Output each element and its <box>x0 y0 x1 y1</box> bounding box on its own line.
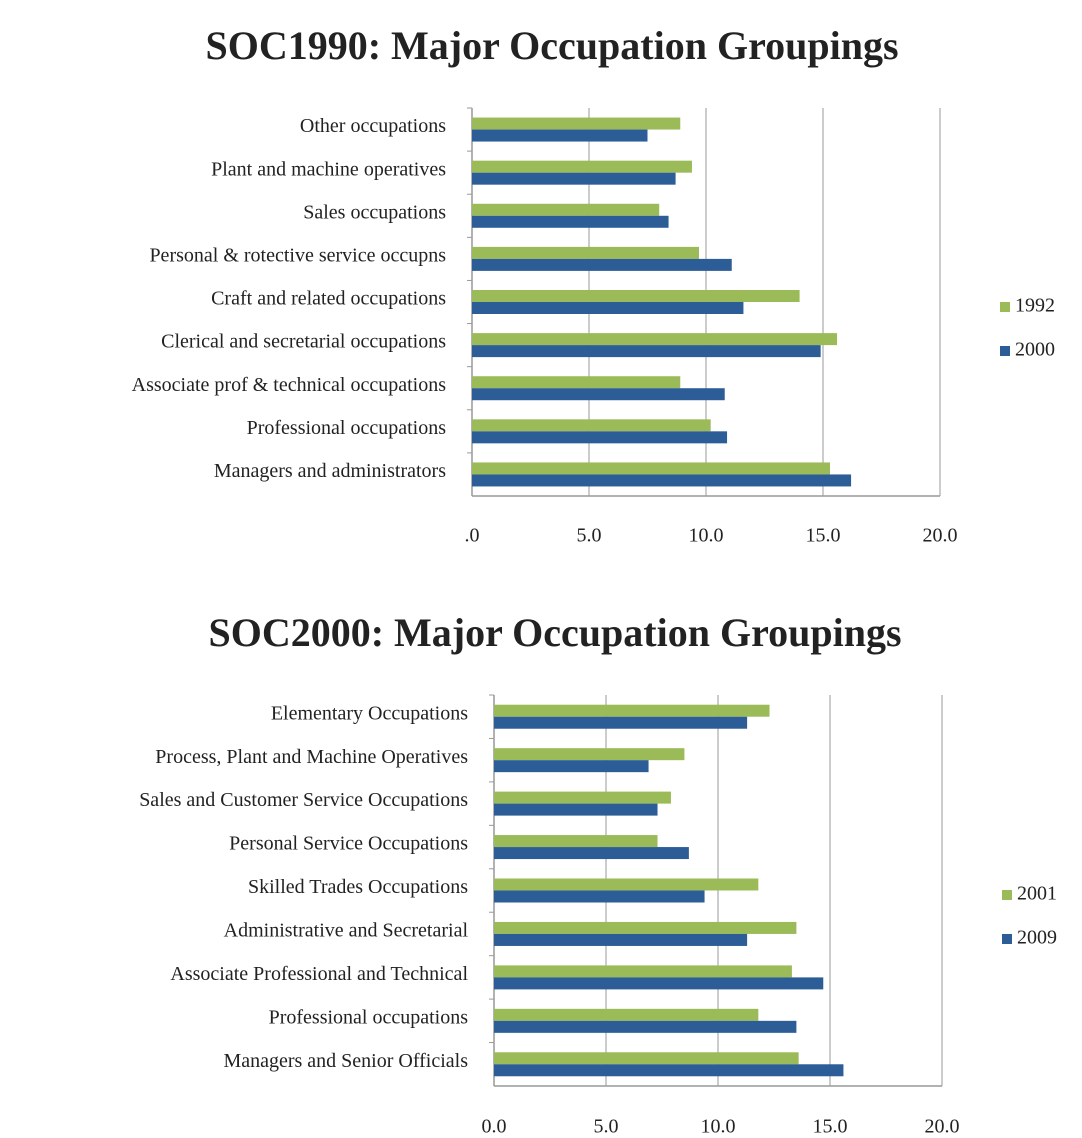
bar <box>472 160 692 173</box>
bar <box>472 117 681 130</box>
x-tick-label: 5.0 <box>594 1116 619 1138</box>
y-tick-label: Associate prof & technical occupations <box>132 374 447 396</box>
legend-label: 2009 <box>1017 927 1057 949</box>
bar <box>494 890 705 903</box>
chart-title: SOC2000: Major Occupation Groupings <box>208 610 901 655</box>
y-tick-label: Other occupations <box>300 115 446 137</box>
bar <box>472 215 669 228</box>
bar <box>494 1064 844 1077</box>
bar <box>494 977 824 990</box>
bar <box>494 803 658 816</box>
bar <box>494 1008 759 1021</box>
y-tick-label: Managers and Senior Officials <box>223 1050 468 1072</box>
bar <box>472 474 852 487</box>
y-tick-label: Skilled Trades Occupations <box>248 876 468 898</box>
y-tick-label: Professional occupations <box>269 1006 469 1028</box>
bar <box>494 704 770 717</box>
bar <box>494 1020 797 1033</box>
bar <box>494 835 658 848</box>
y-tick-label: Personal & rotective service occupns <box>149 244 446 266</box>
bar <box>494 716 748 729</box>
bar <box>472 290 800 302</box>
bar <box>472 129 648 142</box>
bar <box>494 847 689 860</box>
y-tick-label: Clerical and secretarial occupations <box>161 331 446 353</box>
y-tick-label: Elementary Occupations <box>271 702 468 724</box>
bar <box>472 302 744 314</box>
bar <box>494 921 797 934</box>
x-tick-label: 15.0 <box>813 1116 848 1138</box>
bar <box>472 333 838 346</box>
y-tick-label: Sales and Customer Service Occupations <box>139 789 468 811</box>
x-tick-label: 0.0 <box>482 1116 507 1138</box>
bar <box>472 388 725 401</box>
legend-swatch <box>1002 890 1012 900</box>
y-tick-label: Associate Professional and Technical <box>170 963 468 985</box>
legend-swatch <box>1000 346 1010 356</box>
chart-title: SOC1990: Major Occupation Groupings <box>205 23 898 68</box>
legend-label: 2000 <box>1015 339 1055 361</box>
bar <box>472 376 681 389</box>
bar <box>494 1052 799 1065</box>
bar <box>494 748 685 761</box>
bar <box>472 431 728 444</box>
x-tick-label: 15.0 <box>806 525 841 547</box>
bar <box>472 258 732 271</box>
bar <box>494 965 792 978</box>
x-tick-label: 5.0 <box>577 525 602 547</box>
y-tick-label: Administrative and Secretarial <box>224 920 469 942</box>
bar <box>472 345 821 358</box>
y-tick-label: Plant and machine operatives <box>211 158 446 180</box>
bar <box>472 462 831 475</box>
y-tick-label: Professional occupations <box>247 417 447 439</box>
x-tick-label: 20.0 <box>925 1116 960 1138</box>
y-tick-label: Personal Service Occupations <box>229 833 468 855</box>
x-tick-label: 20.0 <box>923 525 958 547</box>
legend-swatch <box>1000 302 1010 312</box>
y-tick-label: Craft and related occupations <box>211 288 446 310</box>
y-tick-label: Managers and administrators <box>214 460 446 482</box>
bar <box>472 246 699 259</box>
y-tick-label: Sales occupations <box>303 201 446 223</box>
bar <box>494 878 759 891</box>
legend-label: 1992 <box>1015 295 1055 317</box>
legend-swatch <box>1002 934 1012 944</box>
y-tick-label: Process, Plant and Machine Operatives <box>155 746 468 768</box>
x-tick-label: 10.0 <box>689 525 724 547</box>
bar <box>472 419 711 432</box>
legend-label: 2001 <box>1017 883 1057 905</box>
bar <box>494 933 748 946</box>
bar <box>472 203 660 216</box>
bar <box>472 172 676 185</box>
x-tick-label: 10.0 <box>701 1116 736 1138</box>
bar <box>494 791 671 804</box>
bar <box>494 760 649 773</box>
x-tick-label: .0 <box>465 525 480 547</box>
